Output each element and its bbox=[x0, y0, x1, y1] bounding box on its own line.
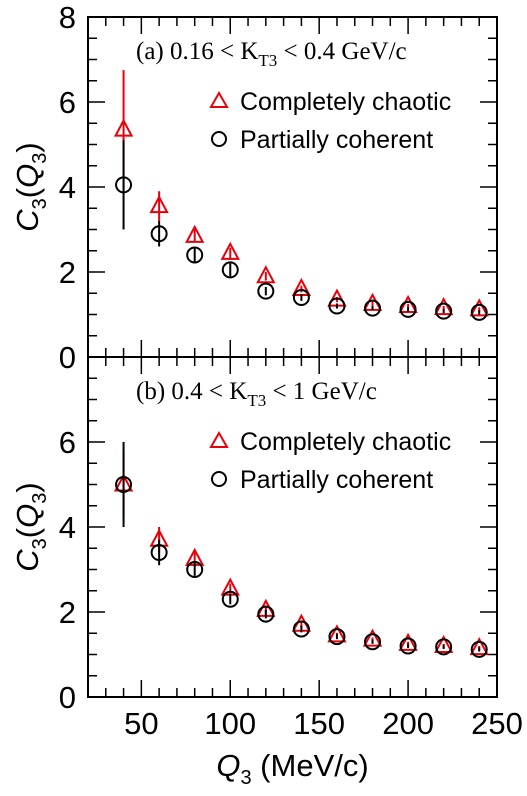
legend-marker-triangle-a bbox=[209, 90, 229, 108]
y-tick-label-a: 2 bbox=[59, 255, 76, 290]
series-partially-coherent-b bbox=[115, 442, 488, 658]
x-tick-label: 150 bbox=[293, 706, 345, 741]
y-tick-label-b: 4 bbox=[59, 510, 76, 545]
data-point-triangle bbox=[469, 637, 489, 656]
data-point-triangle bbox=[469, 298, 489, 317]
x-tick-label: 50 bbox=[124, 706, 158, 741]
data-point-circle bbox=[435, 638, 453, 656]
series-partially-coherent-a bbox=[115, 140, 488, 321]
data-point-triangle bbox=[220, 241, 240, 260]
data-point-circle bbox=[150, 225, 168, 243]
legend-label-a: Partially coherent bbox=[240, 126, 433, 154]
data-point-circle bbox=[399, 637, 417, 655]
y-axis-title-a: C3(Q3) bbox=[10, 142, 51, 231]
x-tick-label: 250 bbox=[471, 706, 523, 741]
data-point-triangle bbox=[113, 118, 134, 137]
data-point-circle bbox=[364, 299, 382, 317]
data-point-circle bbox=[292, 289, 310, 306]
y-axis-title-b: C3(Q3) bbox=[10, 482, 51, 571]
data-point-circle bbox=[470, 303, 488, 321]
data-point-circle bbox=[435, 302, 453, 320]
data-point-circle bbox=[150, 544, 168, 561]
data-point-circle bbox=[364, 633, 382, 651]
data-point-circle bbox=[115, 476, 133, 493]
data-point-triangle bbox=[398, 294, 418, 313]
data-point-circle bbox=[257, 605, 275, 623]
panel-b: 0 2 4 6C3(Q3) (b) 0.4 < KT3 < 1 GeV/c Complet… bbox=[10, 356, 498, 715]
data-point-triangle bbox=[362, 628, 383, 647]
x-tick-label: 100 bbox=[204, 706, 256, 741]
data-point-circle bbox=[328, 297, 346, 315]
y-tick-label-b: 6 bbox=[59, 425, 76, 460]
data-point-circle bbox=[399, 300, 417, 318]
legend-label-b: Partially coherent bbox=[240, 466, 433, 494]
range-annotation-a: (a) 0.16 < KT3 < 0.4 GeV/c bbox=[136, 38, 407, 70]
data-point-triangle bbox=[256, 265, 276, 284]
y-tick-label-b: 2 bbox=[59, 595, 76, 630]
data-point-circle bbox=[221, 590, 239, 608]
data-point-circle bbox=[221, 261, 239, 279]
legend-label-a: Completely chaotic bbox=[240, 88, 451, 116]
y-tick-label-b: 0 bbox=[59, 680, 76, 715]
data-point-triangle bbox=[398, 632, 418, 651]
data-point-circle bbox=[328, 628, 346, 646]
y-tick-label-a: 4 bbox=[59, 170, 76, 205]
legend-marker-triangle-b bbox=[209, 430, 229, 448]
data-point-circle bbox=[292, 620, 310, 638]
legend-label-b: Completely chaotic bbox=[240, 428, 451, 456]
data-point-triangle bbox=[433, 297, 454, 316]
y-tick-label-a: 0 bbox=[59, 340, 76, 375]
data-point-triangle bbox=[149, 195, 169, 214]
y-tick-label-a: 6 bbox=[59, 85, 76, 120]
legend-marker-circle-b bbox=[211, 471, 227, 487]
range-annotation-b: (b) 0.4 < KT3 < 1 GeV/c bbox=[136, 378, 377, 410]
x-axis-title: Q3 (MeV/c) bbox=[216, 748, 368, 789]
data-point-circle bbox=[186, 246, 204, 264]
data-point-circle bbox=[186, 561, 204, 578]
data-point-triangle bbox=[433, 634, 454, 653]
x-tick-label: 200 bbox=[382, 706, 434, 741]
data-point-circle bbox=[257, 282, 275, 300]
data-point-circle bbox=[115, 176, 133, 194]
panel-a: 0 2 4 6 8 C3(Q3) (a) 0.16 < KT3 < 0.4 GeV/c Com… bbox=[10, 0, 498, 375]
y-tick-label-a: 8 bbox=[59, 0, 76, 35]
legend-marker-circle-a bbox=[211, 131, 227, 147]
data-point-triangle bbox=[185, 224, 205, 243]
data-point-circle bbox=[470, 640, 488, 658]
plot-frame-a bbox=[87, 16, 498, 358]
data-point-triangle bbox=[327, 624, 347, 643]
